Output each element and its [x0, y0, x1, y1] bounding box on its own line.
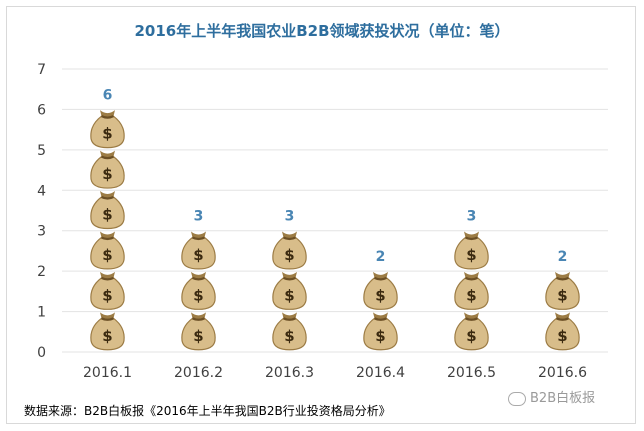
- money-bag-icon: [180, 230, 217, 271]
- y-tick-label: 4: [37, 183, 46, 199]
- data-label: 3: [467, 209, 477, 225]
- money-bag-icon: [271, 311, 308, 351]
- money-bag-icon: [89, 189, 126, 230]
- x-tick-label: 2016.2: [174, 365, 223, 381]
- x-tick-label: 2016.6: [538, 365, 587, 381]
- money-bag-icon: [453, 270, 490, 311]
- x-tick-label: 2016.4: [356, 365, 405, 381]
- money-bag-icon: [271, 230, 308, 271]
- money-bag-icon: [453, 230, 490, 271]
- money-bag-icon: [180, 311, 217, 351]
- money-bag-icon: [271, 270, 308, 311]
- bar-2016.1: [89, 109, 126, 351]
- bar-2016.4: [362, 270, 399, 351]
- bar-2016.5: [453, 230, 490, 351]
- money-bag-icon: [362, 270, 399, 311]
- bar-2016.2: [180, 230, 217, 351]
- y-tick-label: 1: [37, 305, 46, 321]
- y-tick-label: 7: [37, 62, 46, 78]
- money-bag-icon: [544, 270, 581, 311]
- y-tick-label: 0: [37, 345, 46, 361]
- money-bag-icon: [89, 149, 126, 190]
- x-tick-label: 2016.1: [83, 365, 132, 381]
- chart-frame: [6, 6, 636, 424]
- source-note: 数据来源：B2B白板报《2016年上半年我国B2B行业投资格局分析》: [24, 404, 391, 418]
- y-tick-label: 6: [37, 102, 46, 118]
- money-bag-icon: [362, 311, 399, 351]
- data-label: 3: [285, 209, 295, 225]
- data-label: 6: [103, 87, 113, 103]
- data-label: 2: [558, 249, 568, 265]
- money-bag-icon: [89, 311, 126, 351]
- wechat-icon: [508, 391, 526, 406]
- y-tick-label: 2: [37, 264, 46, 280]
- money-bag-icon: [89, 230, 126, 271]
- y-tick-label: 5: [37, 143, 46, 159]
- money-bag-icon: [544, 311, 581, 351]
- bar-2016.6: [544, 270, 581, 351]
- x-tick-label: 2016.3: [265, 365, 314, 381]
- x-tick-label: 2016.5: [447, 365, 496, 381]
- data-label: 2: [376, 249, 386, 265]
- money-bag-icon: [89, 109, 126, 149]
- y-tick-label: 3: [37, 224, 46, 240]
- chart-title: 2016年上半年我国农业B2B领域获投状况（单位：笔）: [134, 22, 510, 40]
- watermark: B2B白板报: [508, 387, 595, 406]
- bar-2016.3: [271, 230, 308, 351]
- money-bag-icon: [89, 270, 126, 311]
- data-label: 3: [194, 209, 204, 225]
- watermark-text: B2B白板报: [530, 391, 596, 406]
- money-bag-icon: [180, 270, 217, 311]
- money-bag-icon: [453, 311, 490, 351]
